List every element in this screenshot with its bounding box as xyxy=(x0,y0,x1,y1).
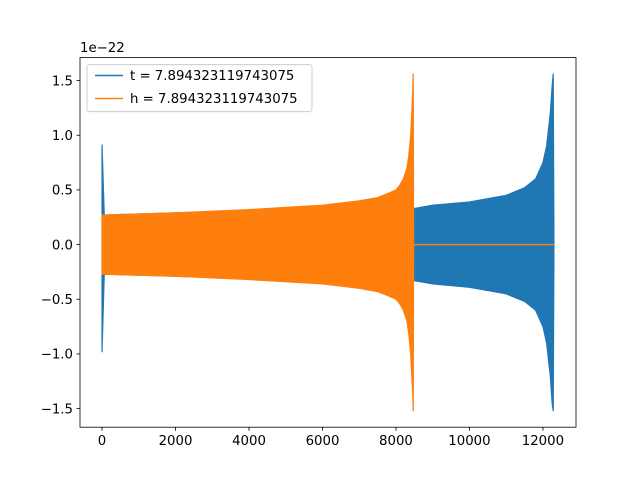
y-tick-label: 1.5 xyxy=(52,74,73,89)
series-h-envelope xyxy=(101,73,415,412)
y-tick-label: −0.5 xyxy=(41,293,73,308)
x-tick-label: 8000 xyxy=(379,434,413,449)
legend: t = 7.894323119743075 h = 7.894323119743… xyxy=(86,64,313,113)
legend-label-t: t = 7.894323119743075 xyxy=(130,69,294,84)
x-tick-label: 2000 xyxy=(159,434,193,449)
y-axis: −1.5 −1.0 −0.5 0.0 0.5 1.0 1.5 xyxy=(41,74,80,417)
x-tick-label: 6000 xyxy=(306,434,340,449)
plot-frame xyxy=(79,57,577,428)
legend-label-h: h = 7.894323119743075 xyxy=(130,92,298,107)
y-tick-label: 0.5 xyxy=(52,184,73,199)
y-offset-label: 1e−22 xyxy=(80,41,125,56)
x-axis: 0 2000 4000 6000 8000 10000 12000 xyxy=(98,427,564,449)
x-tick-label: 0 xyxy=(98,434,106,449)
x-tick-label: 4000 xyxy=(232,434,266,449)
y-tick-label: −1.5 xyxy=(41,402,73,417)
y-tick-label: −1.0 xyxy=(41,348,73,363)
x-tick-label: 12000 xyxy=(522,434,564,449)
y-tick-label: 0.0 xyxy=(52,238,73,253)
x-tick-label: 10000 xyxy=(448,434,490,449)
legend-box xyxy=(86,64,313,113)
series-layer xyxy=(101,73,555,412)
y-tick-label: 1.0 xyxy=(52,129,73,144)
